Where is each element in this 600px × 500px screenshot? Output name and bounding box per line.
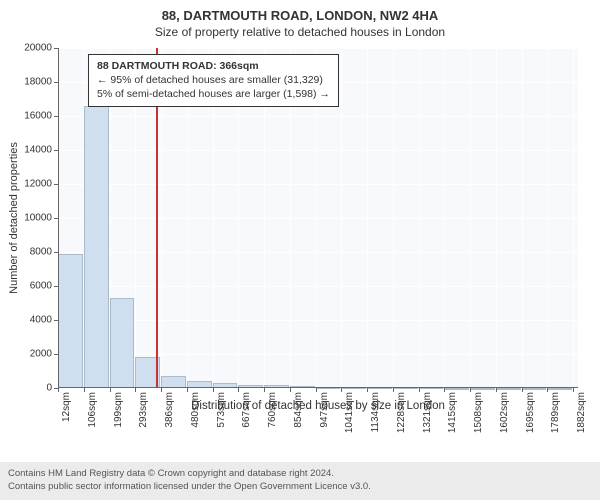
histogram-bar [522, 388, 547, 390]
page-subtitle: Size of property relative to detached ho… [0, 23, 600, 45]
plot-area: 0200040006000800010000120001400016000180… [58, 48, 578, 388]
footer: Contains HM Land Registry data © Crown c… [0, 462, 600, 500]
y-tick-label: 0 [12, 383, 52, 394]
y-tick-label: 4000 [12, 315, 52, 326]
y-tick-label: 2000 [12, 349, 52, 360]
histogram-bar [547, 388, 572, 390]
x-tick-label: 1228sqm [396, 392, 407, 433]
annotation-line1: ← 95% of detached houses are smaller (31… [97, 73, 330, 87]
page-title: 88, DARTMOUTH ROAD, LONDON, NW2 4HA [0, 0, 600, 23]
x-tick-label: 1134sqm [370, 392, 381, 432]
annotation-box: 88 DARTMOUTH ROAD: 366sqm ← 95% of detac… [88, 54, 339, 107]
y-tick-label: 18000 [12, 77, 52, 88]
x-axis-label: Distribution of detached houses by size … [58, 400, 578, 412]
x-tick-label: 1321sqm [422, 392, 433, 433]
annotation-line2: 5% of semi-detached houses are larger (1… [97, 87, 330, 101]
histogram-bar [496, 388, 521, 390]
y-tick-label: 14000 [12, 145, 52, 156]
chart-container: 88, DARTMOUTH ROAD, LONDON, NW2 4HA Size… [0, 0, 600, 500]
x-tick-label: 1415sqm [447, 392, 458, 433]
x-tick-label: 1041sqm [344, 392, 355, 433]
y-tick-label: 8000 [12, 247, 52, 258]
footer-line1: Contains HM Land Registry data © Crown c… [8, 468, 592, 481]
x-tick-label: 1789sqm [550, 392, 561, 433]
x-tick-label: 1882sqm [576, 392, 587, 433]
footer-line2: Contains public sector information licen… [8, 481, 592, 494]
annotation-title: 88 DARTMOUTH ROAD: 366sqm [97, 59, 330, 73]
y-tick-label: 10000 [12, 213, 52, 224]
y-tick-label: 20000 [12, 43, 52, 54]
x-tick-label: 1602sqm [499, 392, 510, 433]
y-tick-label: 6000 [12, 281, 52, 292]
x-tick-label: 1508sqm [473, 392, 484, 433]
y-tick-label: 16000 [12, 111, 52, 122]
x-tick-label: 1695sqm [525, 392, 536, 433]
y-tick-label: 12000 [12, 179, 52, 190]
